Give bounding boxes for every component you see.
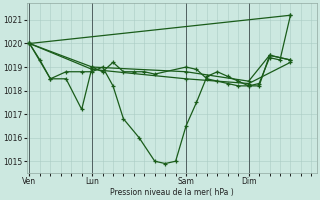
X-axis label: Pression niveau de la mer( hPa ): Pression niveau de la mer( hPa ) — [110, 188, 234, 197]
